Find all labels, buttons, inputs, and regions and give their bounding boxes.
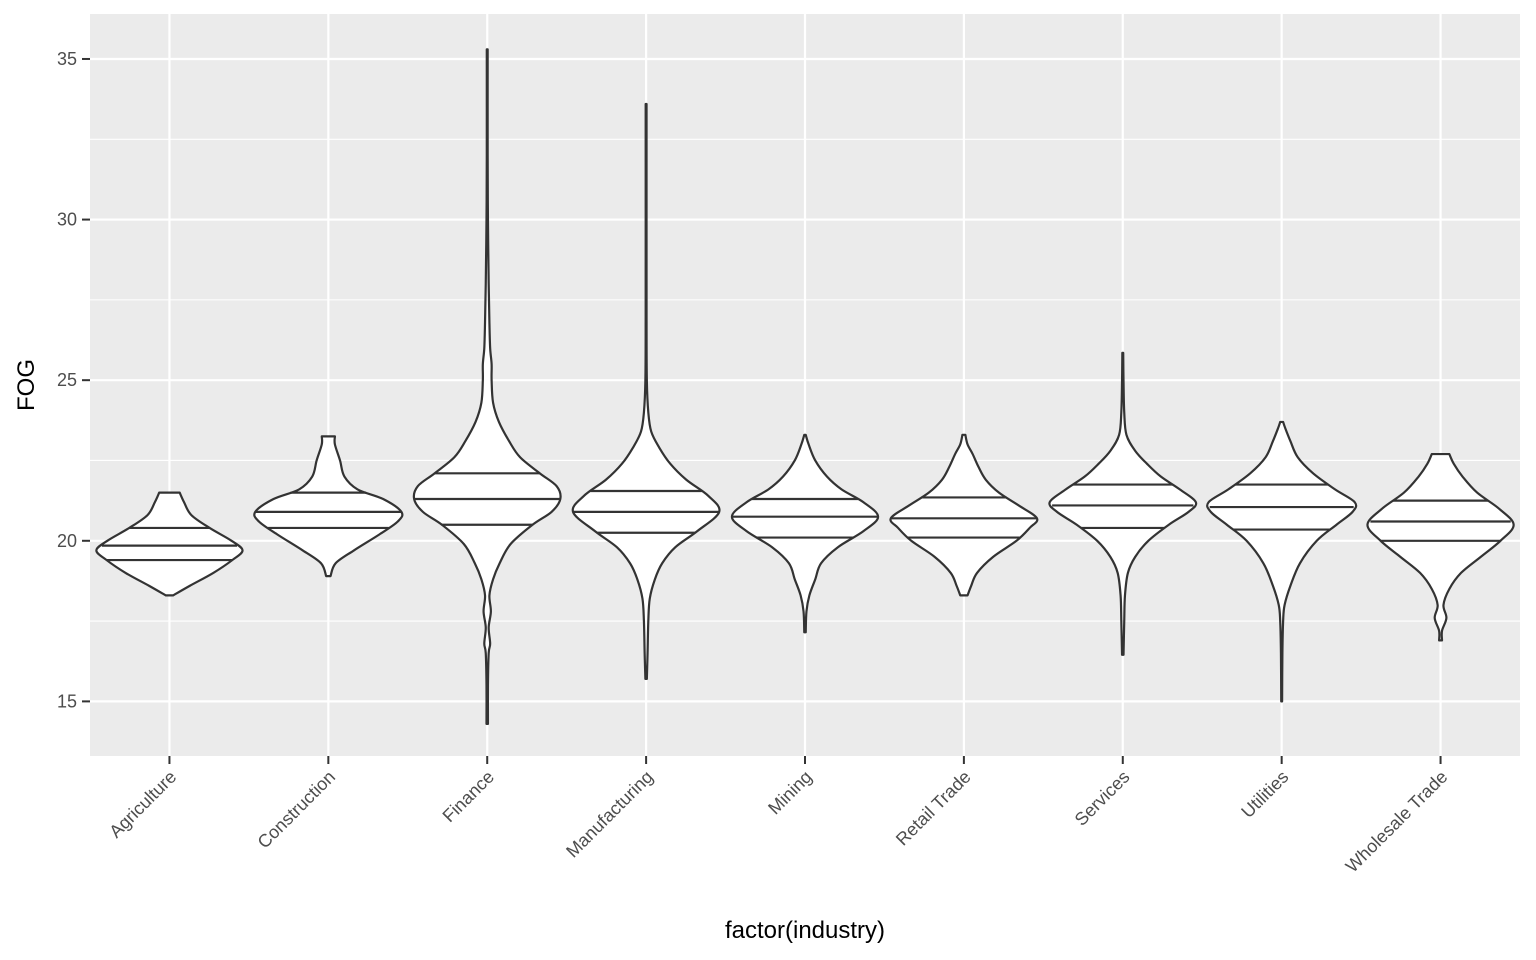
- violin-body: [571, 102, 721, 681]
- violin-retail-trade: [889, 433, 1039, 597]
- violin-body: [1206, 420, 1358, 703]
- violin-mining: [730, 433, 880, 634]
- y-tick-label: 15: [57, 691, 77, 711]
- violin-utilities: [1206, 420, 1358, 703]
- x-axis-title: factor(industry): [725, 917, 885, 944]
- y-tick-label: 20: [57, 531, 77, 551]
- violins: [95, 48, 1515, 725]
- violin-manufacturing: [571, 102, 721, 681]
- violin-body: [412, 48, 562, 725]
- violin-agriculture: [95, 491, 244, 597]
- violin-wholesale-trade: [1366, 452, 1515, 642]
- y-axis-title: FOG: [13, 359, 40, 411]
- violin-body: [1048, 351, 1198, 656]
- violin-body: [253, 435, 404, 578]
- violin-body: [730, 433, 880, 634]
- violin-body: [889, 433, 1039, 597]
- y-tick-label: 30: [57, 210, 77, 230]
- violin-services: [1048, 351, 1198, 656]
- violin-construction: [253, 435, 404, 578]
- y-tick-label: 35: [57, 49, 77, 69]
- violin-finance: [412, 48, 562, 725]
- y-tick-label: 25: [57, 370, 77, 390]
- y-axis: 15 20 25 30 35: [57, 49, 90, 711]
